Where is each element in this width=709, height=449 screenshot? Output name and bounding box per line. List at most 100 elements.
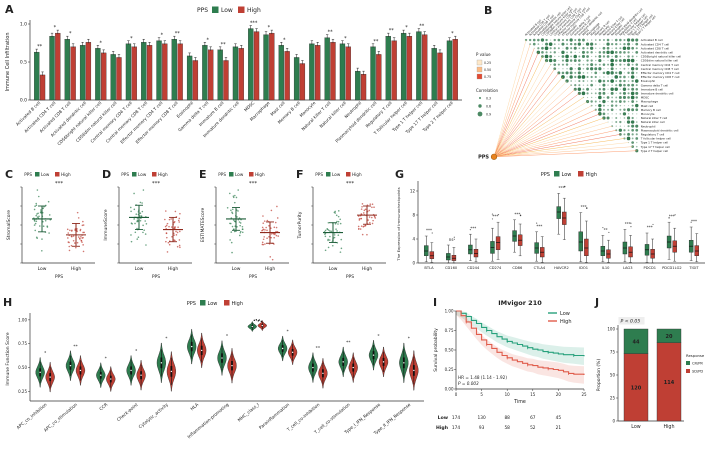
svg-text:Low: Low xyxy=(560,311,570,317)
svg-text:CD56bright natural killer cell: CD56bright natural killer cell xyxy=(641,55,682,59)
pC-chart: C PPS Low High StromalScore *** Low High PPS xyxy=(5,168,95,280)
svg-text:High: High xyxy=(352,172,362,177)
svg-text:Low: Low xyxy=(332,172,341,177)
svg-text:130: 130 xyxy=(477,415,485,421)
svg-text:1.00: 1.00 xyxy=(18,317,27,322)
svg-text:1.00: 1.00 xyxy=(445,309,454,314)
svg-text:Low: Low xyxy=(235,172,244,177)
svg-text:PPS: PPS xyxy=(478,154,489,160)
svg-text:**: ** xyxy=(604,227,608,232)
svg-text:Low: Low xyxy=(208,301,218,307)
svg-text:0.25: 0.25 xyxy=(18,389,27,394)
svg-text:0: 0 xyxy=(412,261,415,266)
svg-text:*: * xyxy=(165,336,168,342)
svg-text:*: * xyxy=(377,333,380,339)
svg-text:174: 174 xyxy=(452,425,460,431)
svg-text:Low: Low xyxy=(138,172,147,177)
svg-text:Low: Low xyxy=(41,172,50,177)
svg-text:***: *** xyxy=(249,181,258,187)
svg-text:PPS: PPS xyxy=(55,274,63,280)
svg-text:J: J xyxy=(594,296,599,309)
svg-text:20: 20 xyxy=(556,392,562,397)
svg-text:APC_co_inhibition: APC_co_inhibition xyxy=(16,402,49,431)
svg-text:***: *** xyxy=(536,224,542,229)
svg-text:Activated dendritic cell: Activated dendritic cell xyxy=(641,50,673,54)
svg-text:PPS: PPS xyxy=(187,301,196,307)
svg-text:8: 8 xyxy=(412,213,415,218)
svg-text:CD244: CD244 xyxy=(467,266,480,270)
svg-text:0.6: 0.6 xyxy=(486,105,491,109)
svg-text:High: High xyxy=(586,172,598,178)
svg-text:Correlation: Correlation xyxy=(476,88,499,93)
svg-text:CTLA4: CTLA4 xyxy=(534,266,546,270)
svg-text:0.00: 0.00 xyxy=(445,387,454,392)
svg-text:Type 17 T helper cell: Type 17 T helper cell xyxy=(640,145,670,149)
svg-text:***: *** xyxy=(470,226,476,231)
panel-f-tumorpurity-scatter: F PPS Low High TumorPurity *** Low High PPS xyxy=(293,165,390,295)
svg-text:H: H xyxy=(3,296,12,309)
svg-text:Low: Low xyxy=(562,172,572,178)
svg-text:114: 114 xyxy=(664,380,675,386)
svg-text:*: * xyxy=(135,349,138,355)
svg-text:PDCD1: PDCD1 xyxy=(644,266,657,270)
svg-text:174: 174 xyxy=(452,415,460,421)
svg-text:44: 44 xyxy=(633,339,640,345)
svg-text:Type 2 T helper cell: Type 2 T helper cell xyxy=(640,149,668,153)
svg-text:Activated B cell: Activated B cell xyxy=(641,38,663,42)
svg-text:93: 93 xyxy=(479,425,485,431)
svg-text:Eosinophil: Eosinophil xyxy=(641,79,656,83)
svg-text:High: High xyxy=(158,172,168,177)
svg-text:Effector memory CD8 T cell: Effector memory CD8 T cell xyxy=(641,75,680,79)
svg-text:High: High xyxy=(255,172,265,177)
svg-text:PPS: PPS xyxy=(121,172,129,177)
svg-text:ImmuneScore: ImmuneScore xyxy=(103,209,109,240)
svg-text:PPS: PPS xyxy=(249,274,257,280)
svg-text:Cytolytic_activity: Cytolytic_activity xyxy=(138,402,170,431)
svg-text:CD274: CD274 xyxy=(489,266,502,270)
svg-text:***: *** xyxy=(514,212,520,217)
svg-text:High: High xyxy=(61,172,71,177)
svg-text:**: ** xyxy=(37,44,43,50)
svg-text:10: 10 xyxy=(505,392,511,397)
svg-text:15: 15 xyxy=(530,392,536,397)
svg-text:***: *** xyxy=(250,21,258,27)
svg-text:ns: ns xyxy=(449,237,454,242)
panel-g-immunocheckpoint-boxplot: G PPS Low High 0 4 8 12 The Expression of Immuno… xyxy=(392,165,709,295)
svg-text:0.5: 0.5 xyxy=(20,60,27,66)
svg-text:Type 2 T helper cell: Type 2 T helper cell xyxy=(421,100,454,133)
svg-text:21: 21 xyxy=(556,425,562,431)
svg-text:Natural killer T cell: Natural killer T cell xyxy=(641,116,668,120)
svg-text:***: *** xyxy=(559,185,565,190)
svg-text:PPS: PPS xyxy=(152,274,160,280)
svg-text:P = 0.003: P = 0.003 xyxy=(458,381,479,386)
svg-text:Immune Cell Infiltration: Immune Cell Infiltration xyxy=(5,33,11,92)
svg-text:B: B xyxy=(484,4,492,17)
svg-text:20: 20 xyxy=(666,334,673,340)
svg-text:ESTIMATEScore: ESTIMATEScore xyxy=(200,207,206,242)
svg-text:Type 1 T helper cell: Type 1 T helper cell xyxy=(640,141,668,145)
svg-text:CD160: CD160 xyxy=(445,266,458,270)
svg-text:0.75: 0.75 xyxy=(445,328,454,333)
svg-text:MDSC: MDSC xyxy=(581,28,590,37)
svg-text:Low: Low xyxy=(438,415,449,421)
svg-text:*: * xyxy=(344,36,347,42)
svg-text:***: *** xyxy=(492,214,498,219)
svg-text:*: * xyxy=(207,37,210,43)
pH-chart: H PPS Low High 0.25 0.50 0.75 1.00 Immune Functi… xyxy=(3,296,424,440)
svg-text:BTLA: BTLA xyxy=(424,266,434,270)
svg-text:Macrophage: Macrophage xyxy=(641,100,659,104)
svg-text:*: * xyxy=(283,37,286,43)
svg-text:Regulatory T cell: Regulatory T cell xyxy=(641,132,665,136)
svg-text:0.9: 0.9 xyxy=(486,113,491,117)
svg-text:Proportion (%): Proportion (%) xyxy=(596,359,602,392)
svg-text:CD56dim natural killer cell: CD56dim natural killer cell xyxy=(641,59,678,63)
svg-text:Activated CD4 T cell: Activated CD4 T cell xyxy=(641,42,670,46)
svg-text:High: High xyxy=(362,266,372,272)
svg-text:E: E xyxy=(199,168,207,181)
panel-e-estimatescore-scatter: E PPS Low High ESTIMATEScore *** Low High PPS xyxy=(196,165,293,295)
svg-text:PPS: PPS xyxy=(24,172,32,177)
svg-text:Immature dendritic cell: Immature dendritic cell xyxy=(641,91,674,95)
svg-text:Neutrophil: Neutrophil xyxy=(641,124,656,128)
svg-text:**: ** xyxy=(328,30,334,36)
